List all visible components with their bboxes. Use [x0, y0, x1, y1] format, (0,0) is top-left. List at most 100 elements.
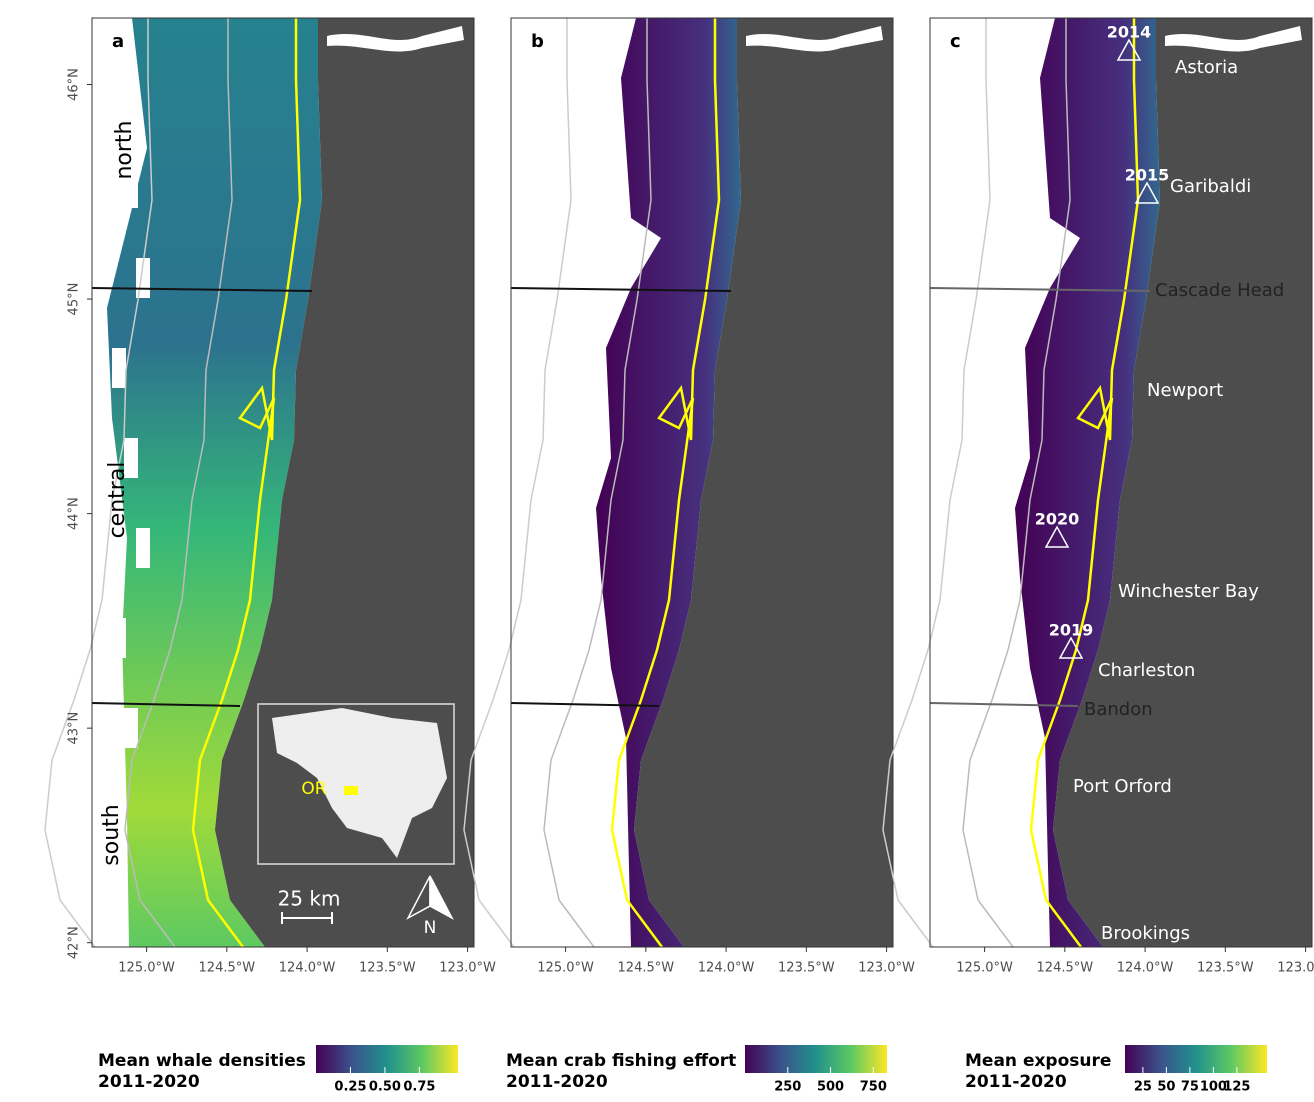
colorbar-tick-label: 100 — [1200, 1080, 1227, 1095]
legend-title: 2011-2020 — [98, 1072, 200, 1092]
panel-frame — [929, 17, 1313, 948]
year-label: 2019 — [1049, 621, 1094, 640]
inset-label: OR — [301, 779, 326, 799]
colorbar-tick-label: 0.50 — [369, 1080, 401, 1095]
data-area — [596, 18, 741, 947]
bare-cell — [112, 78, 126, 118]
port-label: Newport — [1147, 380, 1223, 401]
x-tick-label: 123.5°W — [359, 961, 416, 976]
x-tick-label: 125.0°W — [118, 961, 175, 976]
region-boundary — [91, 287, 313, 292]
bare-cell — [124, 708, 138, 748]
river — [746, 26, 883, 52]
colorbar-tick-label: 0.75 — [403, 1080, 435, 1095]
x-tick-label: 125.0°W — [537, 961, 594, 976]
land — [634, 18, 893, 947]
contour — [124, 18, 233, 948]
north-label: N — [424, 918, 437, 938]
year-label: 2014 — [1107, 23, 1152, 42]
inset-land — [272, 708, 447, 858]
vessel-marker — [1116, 38, 1142, 61]
colorbar-tick-label: 125 — [1223, 1080, 1250, 1095]
map-panel: a 125.0°W 124.5°W 124.0°W 123.5°W 123.0°W 42°N… — [44, 17, 496, 976]
port-label: Winchester Bay — [1118, 581, 1259, 602]
data-area — [1015, 18, 1160, 947]
contour — [463, 18, 572, 948]
y-tick-label: 44°N — [67, 497, 82, 530]
vessel-marker — [1134, 181, 1160, 204]
panel-label: a — [112, 31, 124, 52]
land — [1053, 18, 1312, 947]
colorbar-tick-label: 25 — [1134, 1080, 1152, 1095]
x-tick-label: 124.0°W — [698, 961, 755, 976]
port-label: Garibaldi — [1170, 176, 1251, 197]
contour — [543, 18, 652, 948]
region-boundary — [929, 702, 1079, 707]
port-label: Port Orford — [1073, 776, 1172, 797]
data-area — [107, 18, 322, 947]
panel-frame — [510, 17, 894, 948]
legend-title: Mean whale densities — [98, 1051, 306, 1071]
colorbar-tick-label: 0.25 — [334, 1080, 366, 1095]
y-tick-label: 42°N — [67, 926, 82, 959]
x-tick-label: 124.0°W — [1117, 961, 1174, 976]
legend-title: Mean exposure — [965, 1051, 1111, 1071]
x-tick-label: 125.0°W — [956, 961, 1013, 976]
contour — [44, 18, 153, 948]
legend-title: 2011-2020 — [965, 1072, 1067, 1092]
colorbar-tick-label: 250 — [774, 1080, 801, 1095]
port-label: Astoria — [1175, 57, 1238, 78]
y-tick-label: 45°N — [67, 283, 82, 316]
colorbar — [1125, 1045, 1267, 1073]
region-boundary — [510, 702, 660, 707]
port-label: Brookings — [1101, 923, 1190, 944]
x-tick-label: 123.5°W — [778, 961, 835, 976]
x-tick-label: 123.5°W — [1197, 961, 1254, 976]
colorbar-tick-label: 750 — [860, 1080, 887, 1095]
x-tick-label: 123.0°W — [858, 961, 915, 976]
shelf-line — [191, 18, 302, 948]
bare-cell — [112, 618, 126, 658]
year-label: 2020 — [1035, 510, 1080, 529]
port-label: Cascade Head — [1155, 280, 1284, 301]
x-tick-label: 124.5°W — [1037, 961, 1094, 976]
map-panel: c 125.0°W 124.5°W 124.0°W 123.5°W 123.0°W Asto… — [882, 17, 1314, 976]
y-tick-label: 46°N — [67, 68, 82, 101]
scale-bar — [281, 912, 333, 924]
year-label: 2015 — [1125, 166, 1170, 185]
port-label: Bandon — [1084, 699, 1153, 720]
x-tick-label: 123.0°W — [1277, 961, 1314, 976]
panel-label: c — [950, 31, 961, 52]
bare-cell — [124, 168, 138, 208]
shelf-line — [610, 18, 721, 948]
panel-frame — [91, 17, 475, 948]
region-label: central — [105, 462, 130, 539]
bare-cell — [124, 438, 138, 478]
legend-title: 2011-2020 — [506, 1072, 608, 1092]
region-boundary — [929, 287, 1151, 292]
river — [327, 26, 464, 52]
north-arrow — [429, 875, 454, 920]
colorbar-tick-label: 500 — [817, 1080, 844, 1095]
x-tick-label: 124.0°W — [279, 961, 336, 976]
bare-cell — [112, 348, 126, 388]
x-tick-label: 123.0°W — [439, 961, 496, 976]
region-boundary — [510, 287, 732, 292]
x-tick-label: 124.5°W — [618, 961, 675, 976]
y-tick-label: 43°N — [67, 712, 82, 745]
colorbar-tick-label: 50 — [1157, 1080, 1175, 1095]
region-label: north — [112, 120, 137, 179]
legend-title: Mean crab fishing effort — [506, 1051, 736, 1071]
shelf-line — [1029, 18, 1140, 948]
vessel-marker — [1058, 636, 1084, 659]
port-label: Charleston — [1098, 660, 1195, 681]
region-label: south — [99, 804, 124, 865]
inset-oregon — [344, 786, 358, 795]
scale-label: 25 km — [278, 887, 341, 911]
panel-label: b — [531, 31, 544, 52]
x-tick-label: 124.5°W — [199, 961, 256, 976]
map-panel: b 125.0°W 124.5°W 124.0°W 123.5°W 123.0°W — [463, 17, 915, 976]
colorbar — [316, 1045, 458, 1073]
bare-cell — [136, 528, 150, 568]
